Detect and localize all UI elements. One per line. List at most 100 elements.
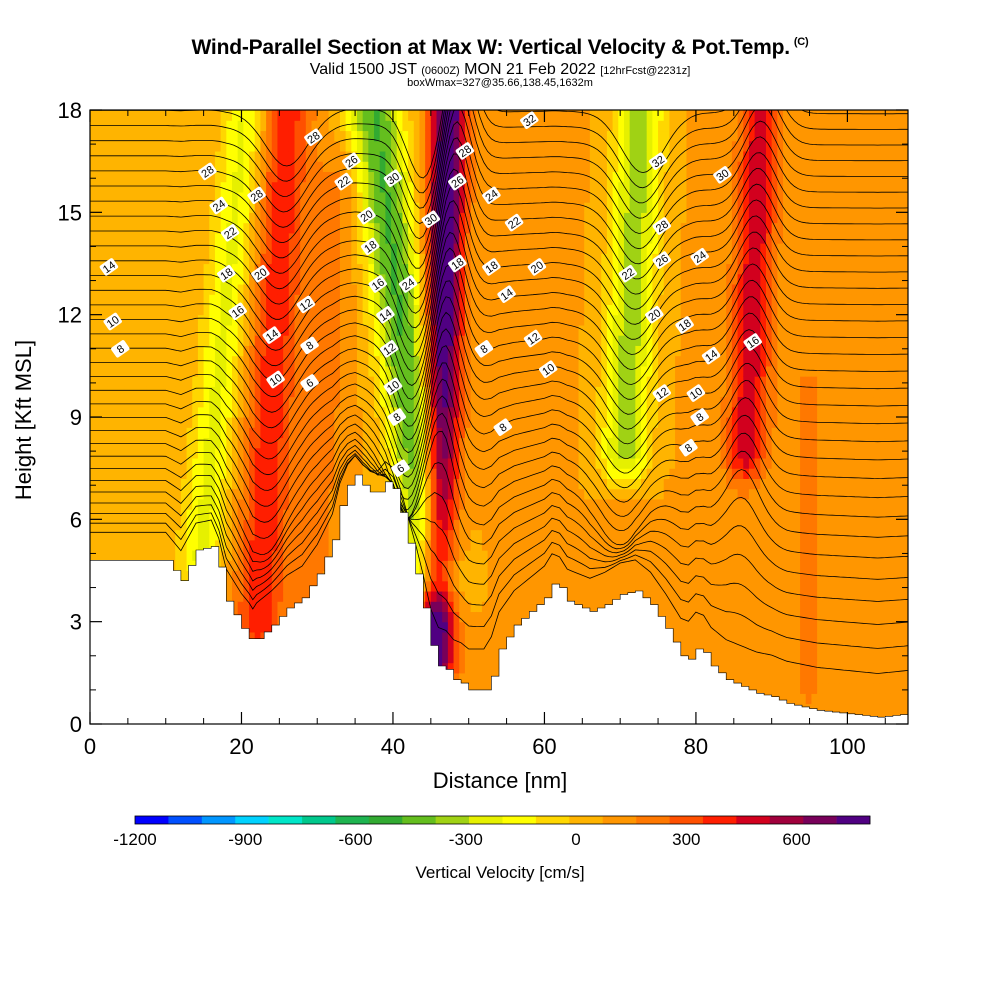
contour-label-text: 18 — [677, 317, 694, 334]
contour-label-text: 10 — [540, 362, 557, 379]
contour-label-text: 10 — [688, 385, 705, 402]
axes: 0 3 6 9 12 15 18 0 20 40 60 80 100 — [58, 98, 908, 759]
contour-label: 28 — [652, 217, 672, 235]
contour-label-box — [247, 186, 266, 205]
isentrope-line — [90, 231, 908, 372]
contour-label: 12 — [379, 340, 399, 358]
contour-label-box — [383, 169, 403, 187]
contour-label-text: 10 — [105, 314, 122, 331]
isentrope-line — [90, 454, 908, 649]
colorbar-tick-label: -300 — [449, 830, 483, 849]
colorbar-swatch — [402, 816, 436, 824]
colorbar-tick-label: -1200 — [113, 830, 156, 849]
contour-label-box — [421, 210, 441, 228]
contour-label-text: 26 — [449, 174, 466, 191]
contour-label-box — [368, 275, 388, 293]
colorbar-tick-label: -600 — [338, 830, 372, 849]
contour-label-text: 12 — [381, 341, 398, 358]
contour-label-box — [300, 374, 319, 392]
isentrope-line — [90, 395, 908, 523]
contour-label-box — [379, 340, 399, 358]
isentrope-line — [90, 378, 908, 507]
contour-labels: 28 26 28 22 30 28 24 20 22 18 18 20 16 24 16 12 14 14 12 8 1… — [99, 111, 762, 477]
contour-label-box — [228, 302, 247, 321]
colorbar-swatch — [669, 816, 704, 824]
contour-label-box — [357, 206, 376, 225]
contour-label: 20 — [251, 264, 270, 283]
contour-label: 10 — [686, 384, 706, 402]
contour-label: 24 — [398, 275, 418, 293]
contour-label-box — [334, 172, 353, 191]
contour-label-box — [713, 166, 732, 184]
contour-label: 18 — [360, 237, 380, 256]
colorbar-swatch — [502, 816, 537, 824]
contour-label: 10 — [538, 360, 558, 379]
contour-label-box — [251, 264, 270, 283]
contour-label-box — [497, 285, 516, 303]
contour-label-box — [111, 340, 130, 358]
contour-label: 10 — [266, 370, 285, 389]
contour-label-box — [448, 254, 467, 273]
isentrope-line — [90, 453, 908, 625]
colorbar-swatch — [736, 816, 771, 824]
colorbar-swatch — [302, 816, 336, 824]
contour-label-box — [209, 196, 229, 215]
colorbar-swatch — [469, 816, 503, 824]
contour-label: 32 — [520, 111, 539, 129]
contour-label-box — [679, 438, 698, 457]
contour-label-text: 10 — [268, 372, 285, 389]
colorbar-tick-label: 300 — [672, 830, 700, 849]
contour-label-box — [652, 384, 672, 402]
contour-label-box — [455, 142, 475, 160]
contour-label-text: 16 — [230, 304, 247, 321]
contour-label: 32 — [648, 152, 668, 171]
colorbar-swatch — [803, 816, 837, 824]
contour-label: 14 — [376, 305, 395, 324]
contour-label-text: 12 — [525, 331, 542, 348]
contour-label-box — [493, 418, 513, 436]
contour-label: 22 — [334, 172, 353, 191]
isentrope-line — [90, 444, 908, 580]
contour-label: 12 — [523, 329, 543, 348]
contour-label-text: 6 — [395, 462, 407, 475]
contour-label: 30 — [713, 166, 732, 184]
contour-label: 14 — [497, 285, 516, 304]
contour-label-text: 14 — [499, 287, 516, 304]
contour-label: 30 — [383, 169, 403, 187]
colorbar-frame — [134, 815, 871, 825]
contour-label-box — [652, 217, 672, 235]
contour-label-box — [342, 152, 361, 170]
colorbar-swatch — [769, 816, 804, 824]
contour-label: 18 — [217, 264, 236, 283]
contour-label: 26 — [448, 172, 467, 191]
chart-title: Wind-Parallel Section at Max W: Vertical… — [191, 36, 809, 59]
contour-label-text: 20 — [359, 208, 376, 225]
colorbar-tick-label: 0 — [571, 830, 580, 849]
contour-label: 18 — [675, 316, 694, 334]
contour-label-box — [262, 326, 282, 344]
colorbar-swatch — [201, 816, 236, 824]
contour-label-text: 28 — [249, 188, 266, 205]
terrain-mask — [90, 474, 908, 724]
contour-label: 22 — [504, 213, 524, 232]
contour-label-text: 18 — [362, 239, 379, 256]
contour-label-box — [686, 384, 706, 402]
colorbar: -1200 -900 -600 -300 0 300 600 — [113, 815, 871, 849]
colorbar-swatch — [836, 816, 871, 824]
contour-label-box — [520, 111, 539, 129]
contour-label: 28 — [247, 186, 266, 205]
contour-label: 12 — [652, 384, 672, 402]
contour-label-text: 32 — [650, 154, 667, 171]
x-axis-label: Distance [nm] — [432, 768, 568, 793]
isentrope-line — [90, 137, 908, 284]
contour-label: 14 — [701, 346, 721, 365]
y-tick-label: 18 — [58, 98, 82, 123]
contour-label: 28 — [304, 128, 323, 147]
contour-label-box — [523, 329, 543, 348]
contour-label: 14 — [262, 326, 282, 344]
isentrope-line — [90, 110, 908, 194]
copyright-mark: (C) — [793, 36, 809, 48]
y-tick-label: 15 — [58, 200, 82, 225]
contour-label: 16 — [743, 333, 762, 351]
